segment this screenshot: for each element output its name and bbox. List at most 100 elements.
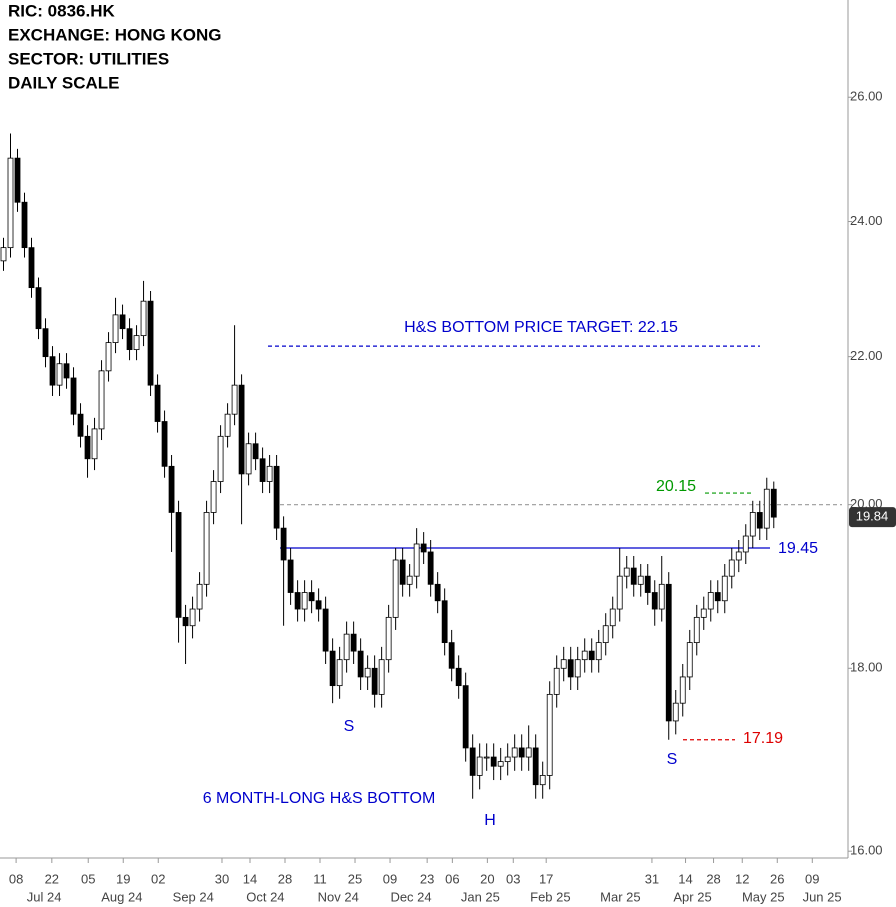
candle-body	[574, 659, 581, 678]
candle-body	[119, 314, 126, 330]
month-label: Jan 25	[461, 889, 500, 904]
candle-body	[609, 608, 616, 627]
candle-body	[315, 600, 322, 610]
candle-body	[70, 377, 77, 415]
level-label: 17.19	[743, 730, 783, 747]
candle-body	[441, 600, 448, 644]
candle-body	[756, 512, 763, 529]
candle-body	[231, 384, 238, 415]
header-line: EXCHANGE: HONG KONG	[8, 25, 221, 44]
x-tick-label: 30	[215, 871, 229, 886]
annotation: H&S BOTTOM PRICE TARGET: 22.15	[404, 319, 678, 336]
candle-body	[546, 693, 553, 776]
candle-body	[448, 642, 455, 669]
candle-body	[455, 667, 462, 687]
candle-body	[581, 650, 588, 661]
candle-body	[357, 650, 364, 678]
candle-body	[182, 616, 189, 627]
candle-body	[329, 650, 336, 687]
candle-body	[553, 667, 560, 695]
candle-body	[28, 247, 35, 289]
candle-body	[42, 328, 49, 358]
candle-body	[168, 465, 175, 513]
candle-body	[763, 488, 770, 529]
x-tick-label: 05	[81, 871, 95, 886]
candle-body	[210, 481, 217, 513]
candle-body	[693, 616, 700, 644]
candle-body	[679, 676, 686, 704]
candle-body	[259, 458, 266, 482]
candle-body	[749, 512, 756, 537]
candle-body	[476, 756, 483, 776]
candle-body	[56, 363, 63, 386]
candle-body	[280, 527, 287, 561]
candle-body	[91, 428, 98, 460]
level-label: 19.45	[778, 540, 818, 557]
candle-body	[7, 157, 14, 249]
annotation: 6 MONTH-LONG H&S BOTTOM	[203, 790, 436, 807]
candle-body	[175, 512, 182, 618]
candle-body	[483, 756, 490, 759]
x-tick-label: 14	[243, 871, 257, 886]
candle-body	[560, 659, 567, 669]
last-price-label: 19.84	[856, 509, 889, 524]
candle-body	[658, 583, 665, 610]
month-label: Jun 25	[803, 889, 842, 904]
candle-body	[497, 761, 504, 767]
candle-body	[336, 659, 343, 687]
candle-body	[322, 608, 329, 652]
candle-body	[147, 300, 154, 386]
annotation: H	[484, 812, 496, 829]
candle-body	[133, 335, 140, 351]
x-tick-label: 20	[480, 871, 494, 886]
candle-body	[665, 583, 672, 722]
candle-body	[161, 421, 168, 467]
candle-body	[238, 384, 245, 475]
candle-body	[532, 747, 539, 786]
candle-body	[588, 650, 595, 661]
x-tick-label: 09	[383, 871, 397, 886]
header-line: SECTOR: UTILITIES	[8, 49, 169, 68]
x-tick-label: 12	[735, 871, 749, 886]
x-tick-label: 09	[805, 871, 819, 886]
candle-body	[490, 756, 497, 767]
x-tick-label: 22	[45, 871, 59, 886]
candle-body	[385, 616, 392, 661]
x-tick-label: 02	[151, 871, 165, 886]
candle-body	[189, 608, 196, 627]
candle-body	[224, 413, 231, 437]
candle-body	[98, 370, 105, 430]
candle-body	[112, 314, 119, 344]
x-tick-label: 14	[678, 871, 692, 886]
candle-body	[245, 443, 252, 475]
month-label: Apr 25	[673, 889, 711, 904]
candle-body	[742, 535, 749, 553]
candle-body	[539, 775, 546, 786]
x-tick-label: 06	[445, 871, 459, 886]
month-label: Dec 24	[390, 889, 431, 904]
candle-body	[504, 756, 511, 763]
candle-body	[427, 551, 434, 585]
month-label: Nov 24	[318, 889, 359, 904]
candle-body	[126, 328, 133, 351]
candle-body	[644, 575, 651, 593]
candle-body	[462, 685, 469, 749]
candle-body	[140, 300, 147, 337]
candle-body	[672, 702, 679, 722]
candle-body	[203, 512, 210, 585]
month-label: Oct 24	[246, 889, 284, 904]
candle-body	[728, 559, 735, 577]
header-line: RIC: 0836.HK	[8, 1, 115, 20]
candle-body	[469, 747, 476, 776]
x-tick-label: 28	[706, 871, 720, 886]
month-label: Sep 24	[173, 889, 214, 904]
x-tick-label: 03	[506, 871, 520, 886]
candle-body	[196, 583, 203, 610]
candle-body	[630, 567, 637, 585]
x-tick-label: 28	[278, 871, 292, 886]
month-label: Aug 24	[101, 889, 142, 904]
last-price-tag	[849, 507, 896, 528]
y-tick-label: 22.00	[850, 348, 883, 363]
candle-body	[0, 247, 7, 262]
candle-body	[518, 747, 525, 758]
